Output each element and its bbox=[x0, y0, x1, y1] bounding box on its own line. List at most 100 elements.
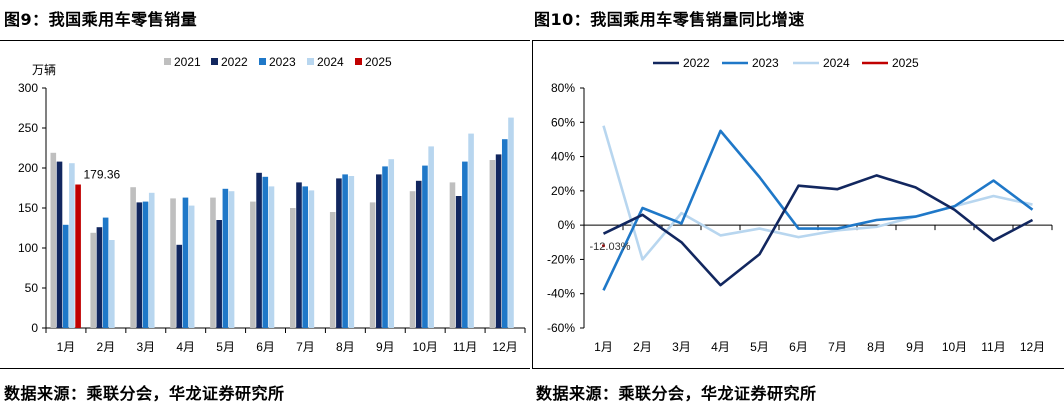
line-x-tick-label: 2月 bbox=[633, 340, 652, 354]
line-legend-label-2023: 2023 bbox=[752, 56, 779, 70]
bar-2023-6月 bbox=[262, 176, 269, 328]
bar-legend-swatch-2021 bbox=[164, 58, 171, 65]
bar-x-tick-label: 12月 bbox=[492, 340, 517, 354]
bar-y-tick-label: 300 bbox=[18, 81, 38, 95]
bar-y-tick-label: 150 bbox=[18, 201, 38, 215]
bar-2022-9月 bbox=[376, 174, 382, 328]
line-series-2022 bbox=[602, 174, 1034, 287]
line-x-tick-label: 7月 bbox=[828, 340, 847, 354]
bar-x-tick-label: 4月 bbox=[176, 340, 195, 354]
bar-2023-3月 bbox=[142, 201, 149, 328]
bar-x-tick-label: 2月 bbox=[97, 340, 116, 354]
bar-legend-label-2025: 2025 bbox=[365, 55, 392, 69]
bar-2022-6月 bbox=[256, 172, 262, 328]
bar-legend-label-2021: 2021 bbox=[174, 55, 201, 69]
left-bottom-rule bbox=[0, 368, 530, 369]
line-y-tick-label: -20% bbox=[547, 252, 575, 266]
line-x-tick-label: 8月 bbox=[867, 340, 886, 354]
bar-2023-7月 bbox=[302, 186, 308, 328]
line-y-tick-label: 60% bbox=[551, 115, 575, 129]
bar-legend-swatch-2023 bbox=[259, 58, 266, 65]
bar-x-tick-label: 5月 bbox=[216, 340, 235, 354]
bar-2022-1月 bbox=[56, 161, 63, 328]
bar-2022-3月 bbox=[136, 202, 143, 328]
bar-2023-10月 bbox=[422, 165, 428, 328]
bar-y-tick-label: 100 bbox=[18, 241, 38, 255]
bar-legend-swatch-2024 bbox=[307, 58, 314, 65]
panel-divider bbox=[532, 40, 533, 368]
bar-2021-2月 bbox=[90, 232, 97, 328]
line-x-tick-label: 3月 bbox=[672, 340, 691, 354]
bar-2024-4月 bbox=[188, 205, 195, 328]
line-x-tick-label: 11月 bbox=[981, 340, 1005, 354]
bar-2023-12月 bbox=[501, 139, 508, 328]
line-y-tick-label: -60% bbox=[547, 321, 575, 335]
bar-legend-swatch-2022 bbox=[211, 58, 218, 65]
bar-2024-11月 bbox=[468, 133, 474, 328]
bar-y-tick-label: 0 bbox=[31, 321, 38, 335]
bar-2021-8月 bbox=[329, 212, 336, 328]
bar-2022-2月 bbox=[96, 227, 103, 328]
line-y-tick-label: -40% bbox=[547, 287, 575, 301]
bar-2024-8月 bbox=[348, 176, 355, 328]
line-series-2024 bbox=[602, 125, 1033, 261]
bar-y-tick-label: 50 bbox=[25, 281, 39, 295]
bar-y-tick-label: 250 bbox=[18, 121, 38, 135]
line-x-tick-label: 1月 bbox=[594, 340, 613, 354]
bar-2023-11月 bbox=[462, 161, 468, 328]
bar-2022-10月 bbox=[415, 180, 422, 328]
bar-2024-2月 bbox=[109, 240, 115, 328]
line-y-tick-label: 0% bbox=[558, 218, 576, 232]
right-bottom-rule bbox=[532, 368, 1064, 369]
bar-2021-12月 bbox=[489, 160, 496, 328]
line-x-tick-label: 6月 bbox=[789, 340, 808, 354]
bar-annotation-2025: 179.36 bbox=[84, 168, 121, 182]
line-series-2023 bbox=[602, 129, 1034, 291]
bar-2021-1月 bbox=[50, 152, 57, 328]
bar-2024-10月 bbox=[428, 146, 434, 328]
line-y-tick-label: 40% bbox=[551, 150, 575, 164]
bar-2021-4月 bbox=[170, 198, 176, 328]
line-x-tick-label: 5月 bbox=[750, 340, 769, 354]
bar-2022-11月 bbox=[455, 196, 462, 328]
bar-2023-2月 bbox=[102, 217, 109, 328]
line-x-tick-label: 9月 bbox=[906, 340, 925, 354]
bar-y-unit-label: 万辆 bbox=[32, 63, 56, 77]
bar-2024-7月 bbox=[308, 190, 315, 328]
bar-2023-1月 bbox=[62, 224, 69, 328]
left-chart-title: 图9：我国乘用车零售销量 bbox=[4, 10, 198, 29]
bar-x-tick-label: 1月 bbox=[57, 340, 76, 354]
bar-x-tick-label: 6月 bbox=[256, 340, 275, 354]
bar-legend-swatch-2025 bbox=[355, 58, 362, 65]
bar-x-tick-label: 3月 bbox=[136, 340, 155, 354]
right-chart-title: 图10：我国乘用车零售销量同比增速 bbox=[534, 10, 805, 29]
left-source: 数据来源：乘联分会，华龙证券研究所 bbox=[4, 384, 285, 403]
bar-2023-4月 bbox=[182, 197, 189, 328]
bar-y-tick-label: 200 bbox=[18, 161, 38, 175]
bar-2024-9月 bbox=[388, 159, 395, 328]
bar-2022-8月 bbox=[336, 178, 342, 328]
bar-x-tick-label: 8月 bbox=[336, 340, 355, 354]
bar-2021-11月 bbox=[449, 182, 456, 328]
bar-legend-label-2024: 2024 bbox=[317, 55, 344, 69]
bar-2022-5月 bbox=[216, 220, 222, 328]
line-legend-label-2025: 2025 bbox=[892, 56, 919, 70]
bar-x-tick-label: 10月 bbox=[413, 340, 438, 354]
bar-x-tick-label: 7月 bbox=[296, 340, 315, 354]
bar-2023-9月 bbox=[382, 166, 388, 328]
line-legend-label-2022: 2022 bbox=[683, 56, 710, 70]
bar-2021-5月 bbox=[210, 197, 216, 328]
line-x-tick-label: 10月 bbox=[942, 340, 967, 354]
bar-2025-1月 bbox=[75, 184, 81, 328]
bar-legend-label-2022: 2022 bbox=[221, 55, 248, 69]
bar-2022-12月 bbox=[495, 154, 502, 328]
bar-2024-6月 bbox=[268, 186, 275, 328]
bar-2021-6月 bbox=[250, 201, 256, 328]
right-source: 数据来源：乘联分会，华龙证券研究所 bbox=[536, 384, 817, 403]
bar-2022-4月 bbox=[176, 244, 183, 328]
line-annotation-2025: -12.03% bbox=[590, 241, 631, 253]
bar-x-tick-label: 9月 bbox=[376, 340, 395, 354]
line-x-tick-label: 4月 bbox=[711, 340, 730, 354]
bar-2024-3月 bbox=[148, 192, 155, 328]
